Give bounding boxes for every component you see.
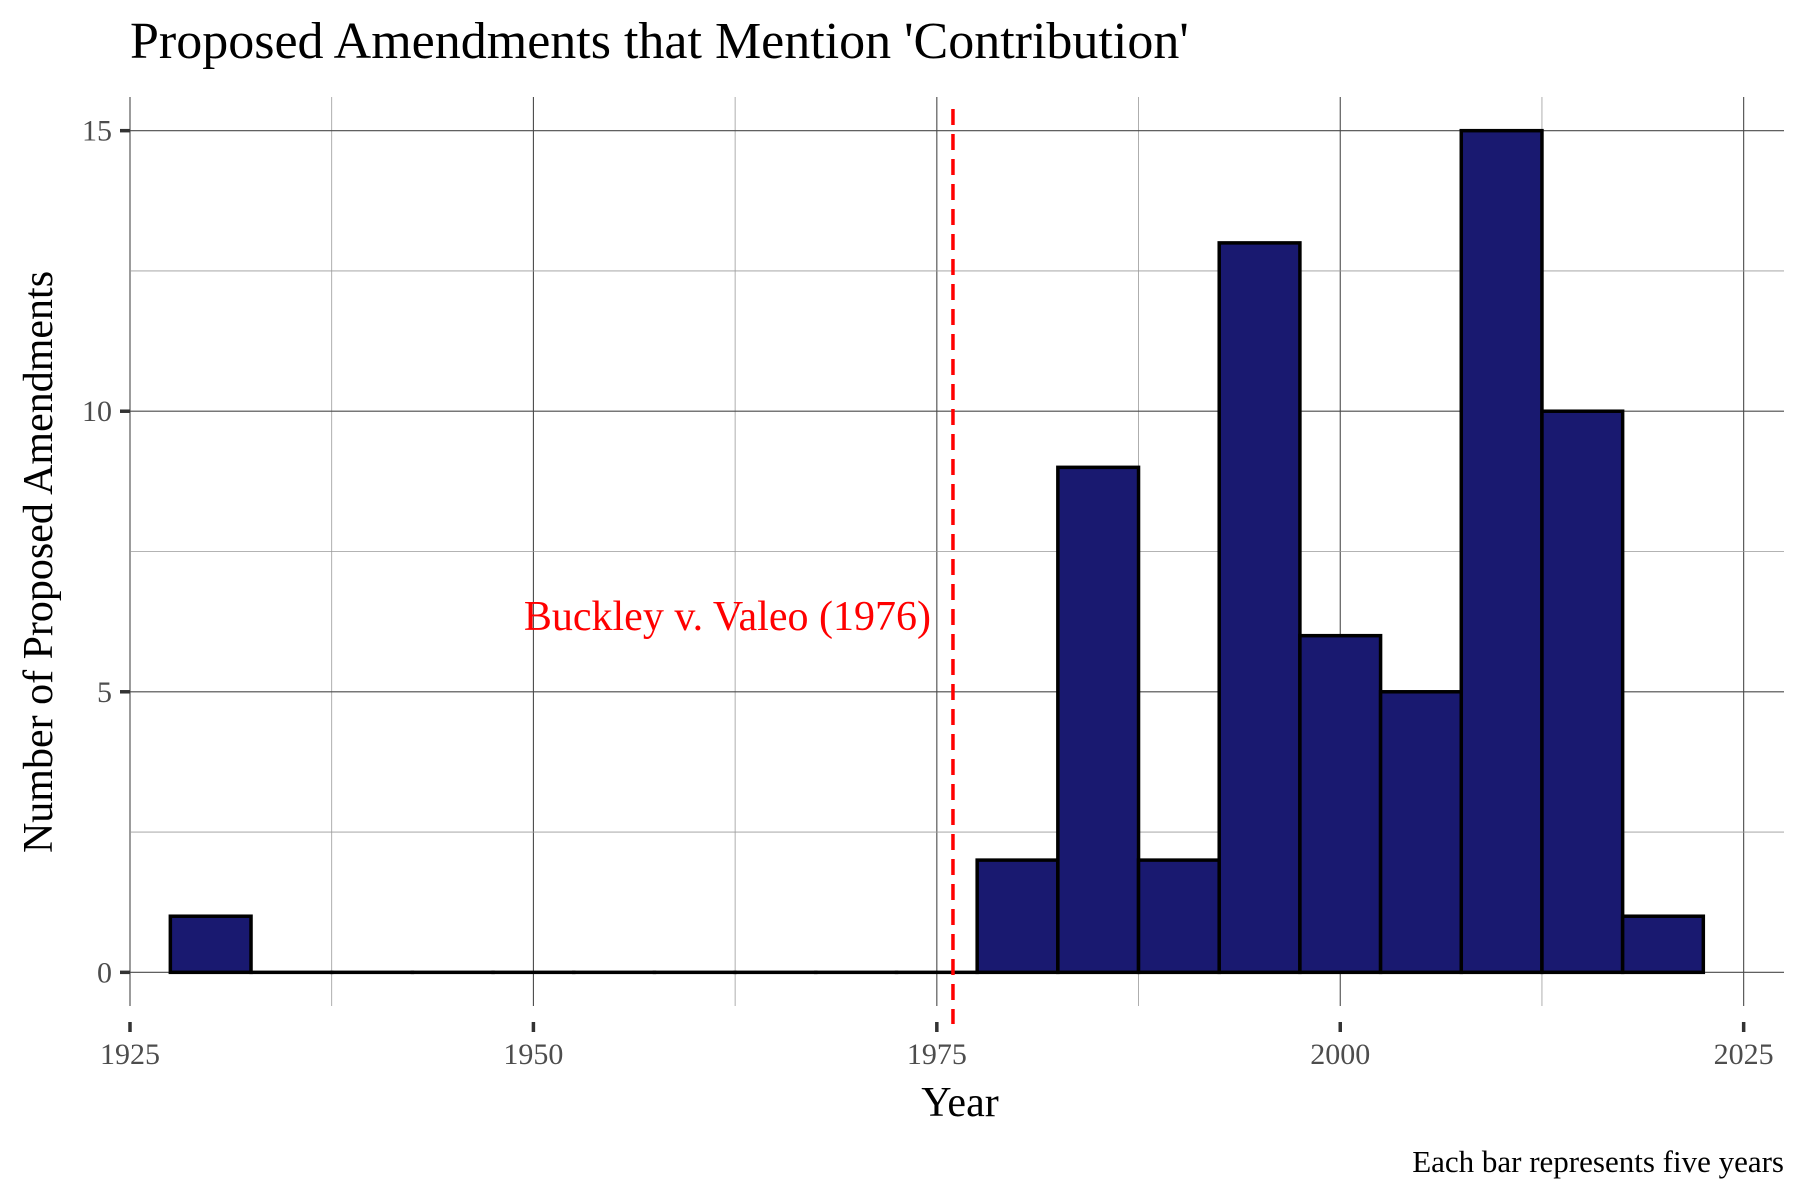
annotation: Buckley v. Valeo (1976) <box>524 109 955 1024</box>
histogram-bar <box>1540 409 1625 975</box>
x-tick-label: 2000 <box>1310 1038 1370 1071</box>
x-axis-title: Year <box>921 1080 998 1126</box>
y-tick-label: 5 <box>97 676 112 709</box>
x-tick-label: 1925 <box>100 1038 160 1071</box>
y-axis-title: Number of Proposed Amendments <box>16 271 62 853</box>
y-tick-label: 10 <box>82 395 112 428</box>
bars <box>168 128 1706 975</box>
histogram-bar <box>1298 633 1383 975</box>
x-tick-label: 1975 <box>907 1038 967 1071</box>
chart-caption: Each bar represents five years <box>1412 1144 1784 1179</box>
annotation-label: Buckley v. Valeo (1976) <box>524 594 931 640</box>
histogram-bar <box>1459 128 1544 975</box>
y-tick-label: 0 <box>97 956 112 989</box>
histogram-bar <box>1217 241 1302 975</box>
histogram-bar <box>1378 690 1464 975</box>
x-tick-label: 2025 <box>1714 1038 1774 1071</box>
histogram-bar <box>1136 858 1221 975</box>
histogram-bar <box>1620 914 1706 975</box>
histogram-bar <box>168 914 253 975</box>
axes: 1925 1950 1975 2000 2025 0 5 10 15 <box>82 115 1774 1071</box>
chart-title: Proposed Amendments that Mention 'Contri… <box>130 13 1189 70</box>
histogram-bar <box>1056 465 1141 975</box>
y-tick-label: 15 <box>82 115 112 148</box>
x-tick-label: 1950 <box>503 1038 563 1071</box>
histogram-bar <box>975 858 1060 975</box>
